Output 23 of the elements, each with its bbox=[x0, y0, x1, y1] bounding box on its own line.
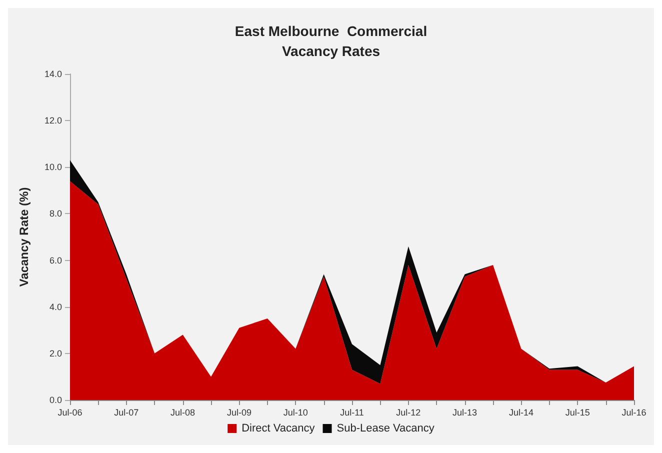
y-tick-label: 10.0 bbox=[44, 162, 62, 172]
y-tick-label: 8.0 bbox=[49, 208, 62, 219]
y-tick-label: 14.0 bbox=[44, 69, 62, 79]
x-tick-label: Jul-10 bbox=[283, 408, 308, 418]
x-tick-label: Jul-06 bbox=[58, 408, 82, 418]
y-tick-label: 6.0 bbox=[49, 255, 62, 266]
x-tick-label: Jul-14 bbox=[508, 408, 534, 418]
x-tick-label: Jul-09 bbox=[226, 408, 252, 418]
y-tick-label: 4.0 bbox=[49, 302, 62, 312]
legend-label: Direct Vacancy bbox=[242, 422, 316, 434]
chart-title: East Melbourne Commercial Vacancy Rates bbox=[234, 23, 428, 59]
x-tick-label: Jul-16 bbox=[622, 408, 646, 418]
x-tick-label: Jul-15 bbox=[565, 408, 590, 418]
y-axis-title: Vacancy Rate (%) bbox=[17, 187, 31, 287]
x-tick-label: Jul-13 bbox=[452, 408, 478, 418]
x-tick-label: Jul-08 bbox=[170, 408, 196, 418]
y-tick-label: 0.0 bbox=[49, 395, 62, 405]
x-tick-label: Jul-11 bbox=[340, 408, 364, 418]
y-tick-label: 2.0 bbox=[49, 348, 62, 358]
x-tick-label: Jul-07 bbox=[114, 408, 139, 418]
y-tick-label: 12.0 bbox=[44, 116, 62, 126]
legend-label: Sub-Lease Vacancy bbox=[336, 422, 435, 434]
x-tick-label: Jul-12 bbox=[396, 408, 421, 418]
